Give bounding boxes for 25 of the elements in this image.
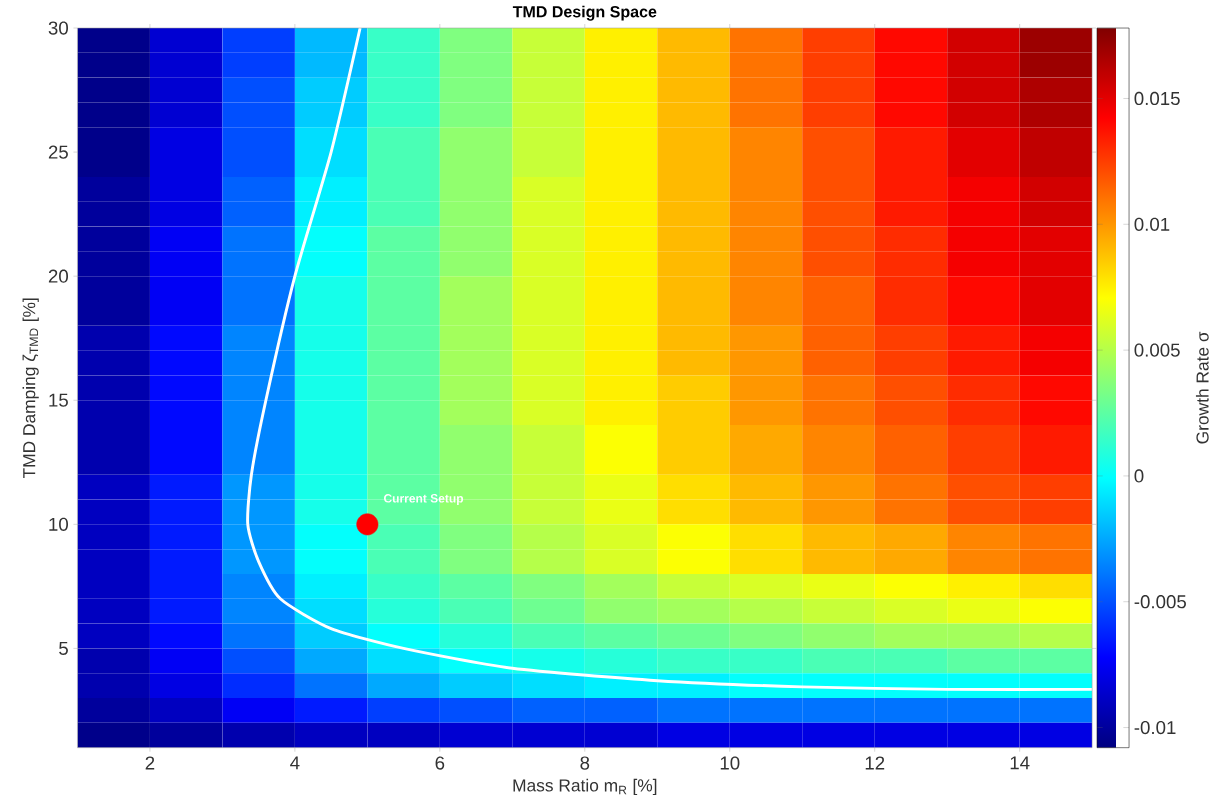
color-bar-label: 0 <box>1134 469 1144 483</box>
color-bar-label: 0.015 <box>1134 91 1180 106</box>
x-tick-label: 14 <box>1010 756 1030 770</box>
y-axis-title: TMD Damping ζ$_{TMD}$ [%] <box>22 298 39 479</box>
color-bar-label: -0.005 <box>1134 595 1186 609</box>
x-tick-label: 8 <box>580 756 590 770</box>
chart-title: TMD Design Space <box>512 5 657 21</box>
y-tick-label: 25 <box>48 145 68 159</box>
x-tick-label: 2 <box>145 756 155 770</box>
x-tick-label: 6 <box>435 756 445 770</box>
y-tick-label: 20 <box>48 269 68 283</box>
y-tick-label: 30 <box>48 21 68 35</box>
color-bar-label: -0.01 <box>1134 721 1176 735</box>
x-axis-title: Mass Ratio m$_{R}$ [%] <box>513 778 657 796</box>
y-tick-label: 10 <box>49 517 68 532</box>
y-tick-label: 5 <box>59 642 68 656</box>
line-series <box>246 28 1093 692</box>
x-tick-label: 4 <box>290 756 300 770</box>
color-bar-title: Growth Rate σ <box>1195 331 1209 444</box>
x-tick-label: 10 <box>720 756 740 770</box>
x-tick-label: 12 <box>865 756 885 770</box>
color-bar-label: 0.01 <box>1134 217 1170 232</box>
color-bar-label: 0.005 <box>1134 343 1180 357</box>
annotation: Current Setup <box>383 494 464 506</box>
y-tick-label: 15 <box>49 393 68 407</box>
